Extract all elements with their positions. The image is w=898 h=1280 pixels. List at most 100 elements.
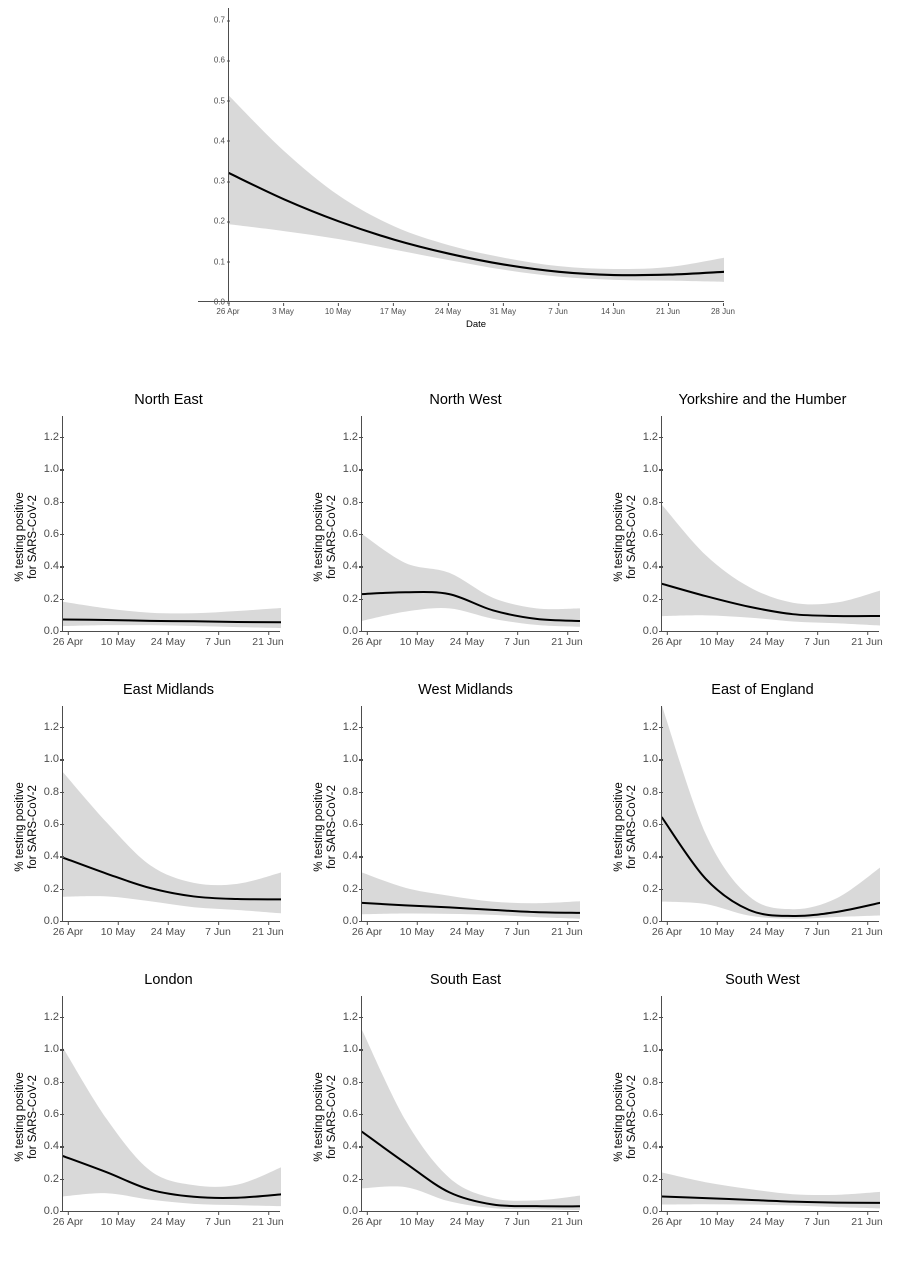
regional-mean-line bbox=[362, 591, 580, 622]
national-x-tick: 17 May bbox=[379, 303, 407, 316]
regional-panel-north-west: North West % testing positive for SARS-CoV… bbox=[299, 386, 598, 676]
regional-mean-line bbox=[362, 901, 580, 914]
regional-x-axis-line bbox=[62, 1211, 280, 1213]
regional-panel-south-west: South West % testing positive for SARS-CoV… bbox=[599, 966, 898, 1256]
regional-curve-svg bbox=[362, 872, 580, 919]
national-mean-line bbox=[229, 172, 724, 277]
regional-y-tick: 0.4 bbox=[643, 850, 663, 862]
regional-y-axis-label-line1: % testing positive bbox=[313, 492, 325, 582]
regional-plot-area: 0.0 0.2 0.4 0.6 0.8 1.0 1.2 bbox=[343, 996, 580, 1217]
regional-y-axis-label-line1: % testing positive bbox=[313, 1072, 325, 1162]
regional-plot-area: 0.0 0.2 0.4 0.6 0.8 1.0 1.2 bbox=[343, 706, 580, 927]
regional-y-tick: 1.0 bbox=[343, 463, 363, 475]
regional-x-tick: 7 Jun bbox=[804, 1211, 830, 1228]
regional-x-tick: 7 Jun bbox=[205, 1211, 231, 1228]
regional-y-tick: 0.4 bbox=[44, 560, 64, 572]
regional-confidence-ribbon bbox=[63, 1047, 281, 1207]
regional-x-tick: 21 Jun bbox=[252, 631, 284, 648]
regional-x-tick: 7 Jun bbox=[205, 921, 231, 938]
regional-y-tick: 1.2 bbox=[44, 1011, 64, 1023]
national-y-axis-label: Percentage of population testing positiv… bbox=[174, 0, 188, 4]
regional-x-tick: 10 May bbox=[699, 1211, 735, 1228]
regional-x-tick: 21 Jun bbox=[252, 1211, 284, 1228]
regional-panel-title: East of England bbox=[711, 682, 814, 698]
regional-y-axis-label-line2: for SARS-CoV-2 bbox=[626, 1075, 638, 1159]
regional-panel-title: North West bbox=[429, 392, 502, 408]
regional-x-tick: 21 Jun bbox=[851, 631, 883, 648]
national-x-tick: 10 May bbox=[324, 303, 352, 316]
regional-y-axis-label-line2: for SARS-CoV-2 bbox=[27, 785, 39, 869]
regional-y-tick: 0.6 bbox=[643, 528, 663, 540]
regional-x-axis-line bbox=[361, 921, 579, 923]
regional-y-axis-label: % testing positive for SARS-CoV-2 bbox=[613, 1042, 638, 1192]
regional-panel-east-of-england: East of England % testing positive for SAR… bbox=[599, 676, 898, 966]
regional-curve-svg bbox=[362, 534, 580, 627]
regional-plot-area: 0.0 0.2 0.4 0.6 0.8 1.0 1.2 bbox=[643, 996, 880, 1217]
regional-y-axis-label: % testing positive for SARS-CoV-2 bbox=[313, 1042, 338, 1192]
regional-y-tick: 0.8 bbox=[643, 1076, 663, 1088]
regional-y-tick: 0.6 bbox=[343, 818, 363, 830]
regional-x-tick: 26 Apr bbox=[351, 921, 383, 938]
regional-y-tick: 0.8 bbox=[343, 1076, 363, 1088]
regional-panel-yorkshire-and-the-humber: Yorkshire and the Humber % testing positi… bbox=[599, 386, 898, 676]
regional-y-axis-label: % testing positive for SARS-CoV-2 bbox=[313, 462, 338, 612]
regional-panel-east-midlands: East Midlands % testing positive for SARS-… bbox=[0, 676, 299, 966]
regional-mean-line bbox=[63, 1155, 281, 1199]
regional-y-tick: 1.2 bbox=[643, 721, 663, 733]
regional-x-tick: 26 Apr bbox=[351, 631, 383, 648]
regional-y-tick: 0.2 bbox=[643, 883, 663, 895]
regional-curve-svg bbox=[662, 1172, 880, 1209]
regional-confidence-ribbon bbox=[63, 601, 281, 629]
regional-y-tick: 0.2 bbox=[343, 593, 363, 605]
regional-y-tick: 0.8 bbox=[643, 496, 663, 508]
regional-y-axis-label: % testing positive for SARS-CoV-2 bbox=[14, 462, 39, 612]
regional-row: London% testing positive for SARS-CoV-2 0.… bbox=[0, 966, 898, 1256]
regional-y-tick: 0.8 bbox=[343, 786, 363, 798]
national-y-tick: 0.6 bbox=[214, 56, 230, 65]
national-y-tick: 0.5 bbox=[214, 96, 230, 105]
regional-curve-svg bbox=[63, 772, 281, 914]
national-x-tick: 3 May bbox=[272, 303, 294, 316]
regional-x-tick: 24 May bbox=[150, 631, 186, 648]
regional-x-tick: 26 Apr bbox=[651, 1211, 683, 1228]
regional-y-tick: 1.0 bbox=[44, 463, 64, 475]
regional-x-axis-line bbox=[361, 631, 579, 633]
regional-x-tick: 21 Jun bbox=[551, 921, 583, 938]
regional-y-tick: 1.0 bbox=[643, 753, 663, 765]
regional-y-tick: 0.8 bbox=[343, 496, 363, 508]
national-curve-svg bbox=[229, 95, 724, 282]
regional-x-axis-line bbox=[62, 631, 280, 633]
national-x-tick: 7 Jun bbox=[548, 303, 568, 316]
regional-y-tick: 0.6 bbox=[643, 818, 663, 830]
regional-curve-svg bbox=[63, 601, 281, 629]
regional-confidence-ribbon bbox=[362, 872, 580, 919]
regional-curve-svg bbox=[662, 504, 880, 626]
regional-y-tick: 1.0 bbox=[44, 1043, 64, 1055]
regional-panel-title: North East bbox=[134, 392, 203, 408]
regional-x-tick: 26 Apr bbox=[52, 1211, 84, 1228]
regional-x-tick: 24 May bbox=[749, 921, 785, 938]
regional-x-tick: 7 Jun bbox=[804, 921, 830, 938]
national-x-tick: 26 Apr bbox=[216, 303, 240, 316]
regional-y-axis-label-line1: % testing positive bbox=[613, 492, 625, 582]
national-plot-area: 0.0 0.1 0.2 0.3 0.4 0.5 0.6 0.7 bbox=[214, 8, 724, 307]
regional-y-tick: 0.8 bbox=[44, 1076, 64, 1088]
regional-x-tick: 21 Jun bbox=[851, 921, 883, 938]
regional-confidence-ribbon bbox=[362, 1029, 580, 1211]
national-x-axis-label: Date bbox=[465, 319, 487, 330]
regional-plot-area: 0.0 0.2 0.4 0.6 0.8 1.0 1.2 bbox=[343, 416, 580, 637]
regional-y-tick: 0.2 bbox=[343, 883, 363, 895]
regional-panel-title: East Midlands bbox=[122, 682, 215, 698]
regional-x-tick: 7 Jun bbox=[504, 631, 530, 648]
regional-x-tick: 26 Apr bbox=[351, 1211, 383, 1228]
regional-panel-title: Yorkshire and the Humber bbox=[678, 392, 847, 408]
regional-curve-svg bbox=[662, 706, 880, 919]
regional-y-tick: 1.2 bbox=[343, 431, 363, 443]
regional-x-tick: 10 May bbox=[100, 1211, 136, 1228]
regional-x-tick: 26 Apr bbox=[651, 631, 683, 648]
national-y-tick: 0.3 bbox=[214, 177, 230, 186]
regional-panel-london: London % testing positive for SARS-CoV-2 0.… bbox=[0, 966, 299, 1256]
regional-confidence-ribbon bbox=[662, 504, 880, 626]
regional-y-tick: 1.2 bbox=[343, 1011, 363, 1023]
